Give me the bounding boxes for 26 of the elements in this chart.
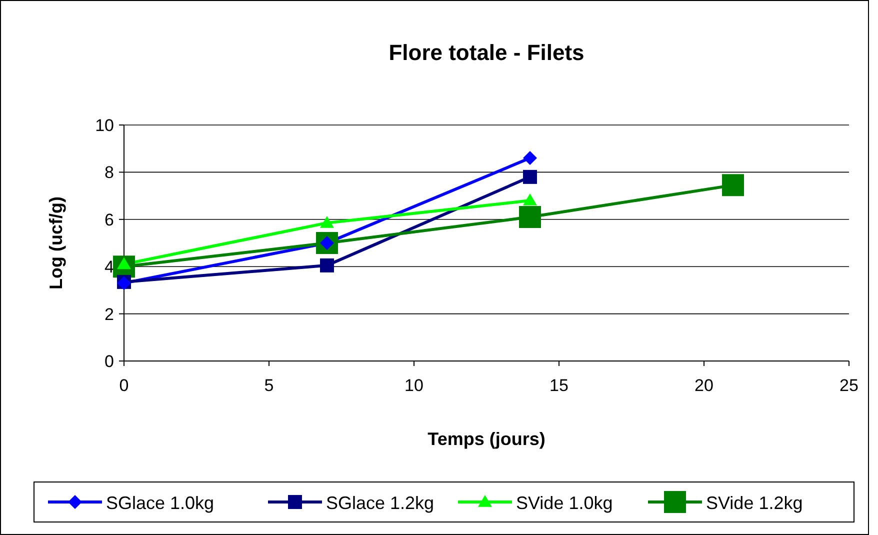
x-tick-label: 0 <box>119 376 129 395</box>
point <box>722 174 744 196</box>
chart-title: Flore totale - Filets <box>388 40 584 65</box>
point <box>523 151 537 166</box>
x-tick-label: 25 <box>840 376 858 395</box>
x-tick-label: 10 <box>404 376 424 395</box>
y-axis-title: Log (ucf/g) <box>46 196 66 290</box>
x-tick-label: 15 <box>550 376 568 395</box>
y-tick-label: 8 <box>104 163 114 182</box>
y-tick-label: 10 <box>95 116 114 135</box>
legend-label: SGlace 1.2kg <box>326 493 434 513</box>
y-tick-label: 6 <box>104 210 114 230</box>
x-tick-label: 20 <box>694 376 714 395</box>
point <box>523 170 537 184</box>
point <box>320 258 334 272</box>
x-axis-title: Temps (jours) <box>428 429 546 449</box>
y-tick-label: 4 <box>104 258 114 277</box>
point <box>519 206 541 228</box>
legend-label: SGlace 1.0kg <box>106 493 214 513</box>
y-tick-label: 0 <box>104 352 114 371</box>
y-tick-label: 2 <box>104 304 114 324</box>
point <box>523 194 537 206</box>
legend-label: SVide 1.2kg <box>706 493 803 513</box>
legend-label: SVide 1.0kg <box>516 493 613 513</box>
x-tick-label: 5 <box>264 376 274 395</box>
point <box>320 216 334 228</box>
